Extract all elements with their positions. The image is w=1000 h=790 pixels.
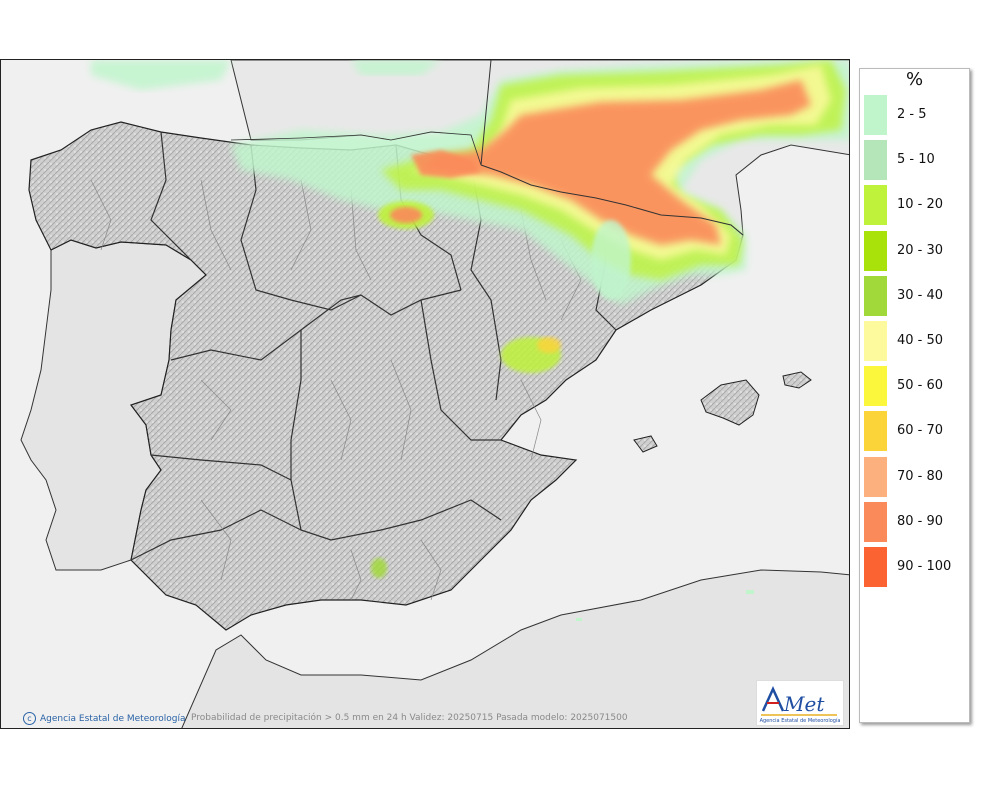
map-caption: Probabilidad de precipitación > 0.5 mm e… (191, 713, 628, 723)
legend-label: 60 - 70 (897, 423, 944, 439)
legend-item: 40 - 50 (864, 321, 964, 361)
legend-label: 50 - 60 (897, 378, 944, 394)
legend-item: 5 - 10 (864, 140, 964, 181)
france-spain-border (480, 164, 744, 236)
legend-item: 90 - 100 (864, 547, 964, 587)
legend-swatch (864, 411, 887, 452)
ibiza (633, 435, 658, 453)
legend-item: 30 - 40 (864, 275, 964, 316)
precipitation-probability-map: c Agencia Estatal de Meteorología Probabi… (0, 59, 850, 729)
legend-label: 40 - 50 (897, 333, 944, 348)
legend-label: 30 - 40 (897, 287, 944, 303)
aemet-logo-graphic: Met Agencia Estatal de Meteorología (760, 685, 841, 724)
province-borders (90, 179, 582, 601)
legend-label: 80 - 90 (897, 513, 944, 529)
legend-label: 70 - 80 (897, 468, 944, 484)
mallorca (700, 379, 760, 426)
copyright-icon: c (23, 712, 36, 725)
map-canvas (1, 60, 849, 728)
legend-panel: % 2 - 5 5 - 10 10 - 20 20 - 30 30 - 40 40 - 5… (859, 68, 970, 723)
legend-item: 60 - 70 (864, 411, 964, 452)
legend-item: 2 - 5 (864, 95, 964, 135)
legend-item: 20 - 30 (864, 230, 964, 271)
legend-swatch (864, 230, 887, 271)
inland-border (480, 60, 492, 166)
legend-swatch (864, 501, 887, 542)
svg-text:Agencia Estatal de Meteorologí: Agencia Estatal de Meteorología (760, 717, 841, 724)
legend-item: 80 - 90 (864, 501, 964, 542)
precipitation-overlay (91, 60, 849, 621)
legend-swatch (864, 547, 887, 587)
france-coast (230, 131, 482, 166)
svg-text:Met: Met (783, 692, 825, 716)
aemet-logo: Met Agencia Estatal de Meteorología (756, 680, 844, 726)
legend-swatch (864, 185, 887, 226)
legend-item: 70 - 80 (864, 456, 964, 497)
copyright-text: Agencia Estatal de Meteorología (40, 714, 186, 724)
africa-land (181, 569, 849, 728)
legend-label: 90 - 100 (897, 559, 952, 574)
legend-item: 50 - 60 (864, 366, 964, 407)
legend-swatch (864, 275, 887, 316)
legend-label: 5 - 10 (897, 152, 935, 168)
legend-swatch (864, 456, 887, 497)
legend-label: 10 - 20 (897, 197, 944, 213)
menorca (782, 371, 812, 389)
legend-item: 10 - 20 (864, 185, 964, 226)
legend-swatch (864, 321, 887, 361)
legend-swatch (864, 140, 887, 181)
legend-title: % (905, 69, 924, 90)
legend-swatch (864, 366, 887, 407)
legend-swatch (864, 95, 887, 135)
legend-label: 2 - 5 (897, 107, 927, 122)
copyright-notice: c Agencia Estatal de Meteorología (23, 712, 186, 725)
legend-label: 20 - 30 (897, 242, 944, 258)
